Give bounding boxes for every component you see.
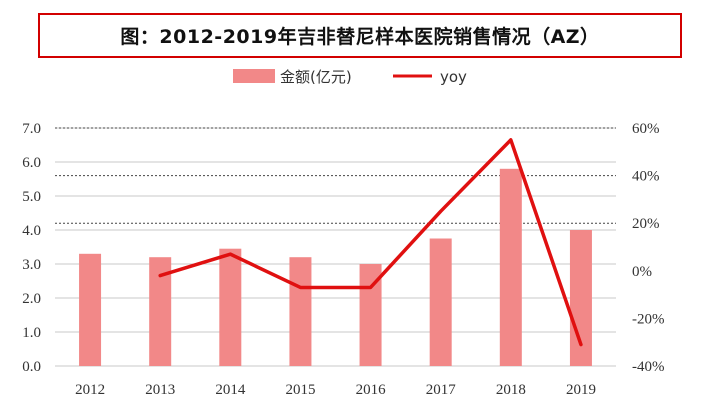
right-tick-label: 60% — [632, 121, 660, 137]
grid — [55, 127, 616, 367]
x-tick-label: 2016 — [356, 382, 387, 398]
yoy-point — [370, 286, 372, 288]
legend: 金额(亿元) yoy — [233, 68, 467, 86]
x-tick-label: 2017 — [426, 382, 457, 398]
x-tick-label: 2012 — [75, 382, 105, 398]
bar — [429, 238, 452, 366]
x-axis: 2012 2013 2014 2015 2016 2017 2018 2019 — [75, 382, 596, 398]
left-tick-label: 7.0 — [22, 121, 41, 137]
yoy-point — [510, 139, 512, 141]
yoy-point — [159, 275, 161, 277]
bar — [149, 257, 172, 366]
chart-title: 图：2012-2019年吉非替尼样本医院销售情况（AZ） — [120, 26, 600, 48]
right-axis: -40% -20% 0% 20% 40% 60% — [632, 121, 665, 375]
left-tick-label: 5.0 — [22, 189, 41, 205]
legend-swatch-bar — [233, 69, 275, 83]
left-tick-label: 2.0 — [22, 291, 41, 307]
right-tick-label: 0% — [632, 264, 652, 280]
left-tick-label: 6.0 — [22, 155, 41, 171]
x-tick-label: 2018 — [496, 382, 526, 398]
bar — [289, 257, 312, 366]
x-tick-label: 2014 — [215, 382, 246, 398]
right-tick-label: -40% — [632, 359, 665, 375]
left-tick-label: 0.0 — [22, 359, 41, 375]
yoy-point — [299, 286, 301, 288]
left-tick-label: 4.0 — [22, 223, 41, 239]
yoy-point — [440, 210, 442, 212]
chart-title-box: 图：2012-2019年吉非替尼样本医院销售情况（AZ） — [38, 13, 682, 58]
right-tick-label: 20% — [632, 216, 660, 232]
bar — [359, 264, 382, 366]
x-tick-label: 2015 — [285, 382, 315, 398]
legend-label-line: yoy — [440, 68, 467, 86]
left-axis: 0.0 1.0 2.0 3.0 4.0 5.0 6.0 7.0 — [22, 121, 41, 375]
legend-label-bar: 金额(亿元) — [280, 68, 352, 86]
yoy-point — [580, 344, 582, 346]
bar — [219, 248, 242, 366]
right-tick-label: 40% — [632, 169, 660, 185]
bar — [79, 253, 102, 366]
right-tick-label: -20% — [632, 311, 665, 327]
left-tick-label: 1.0 — [22, 325, 41, 341]
left-tick-label: 3.0 — [22, 257, 41, 273]
yoy-point — [229, 253, 231, 255]
bar — [499, 168, 522, 366]
bars — [79, 168, 592, 366]
x-tick-label: 2019 — [566, 382, 596, 398]
yoy-line-layer — [158, 138, 583, 347]
x-tick-label: 2013 — [145, 382, 175, 398]
